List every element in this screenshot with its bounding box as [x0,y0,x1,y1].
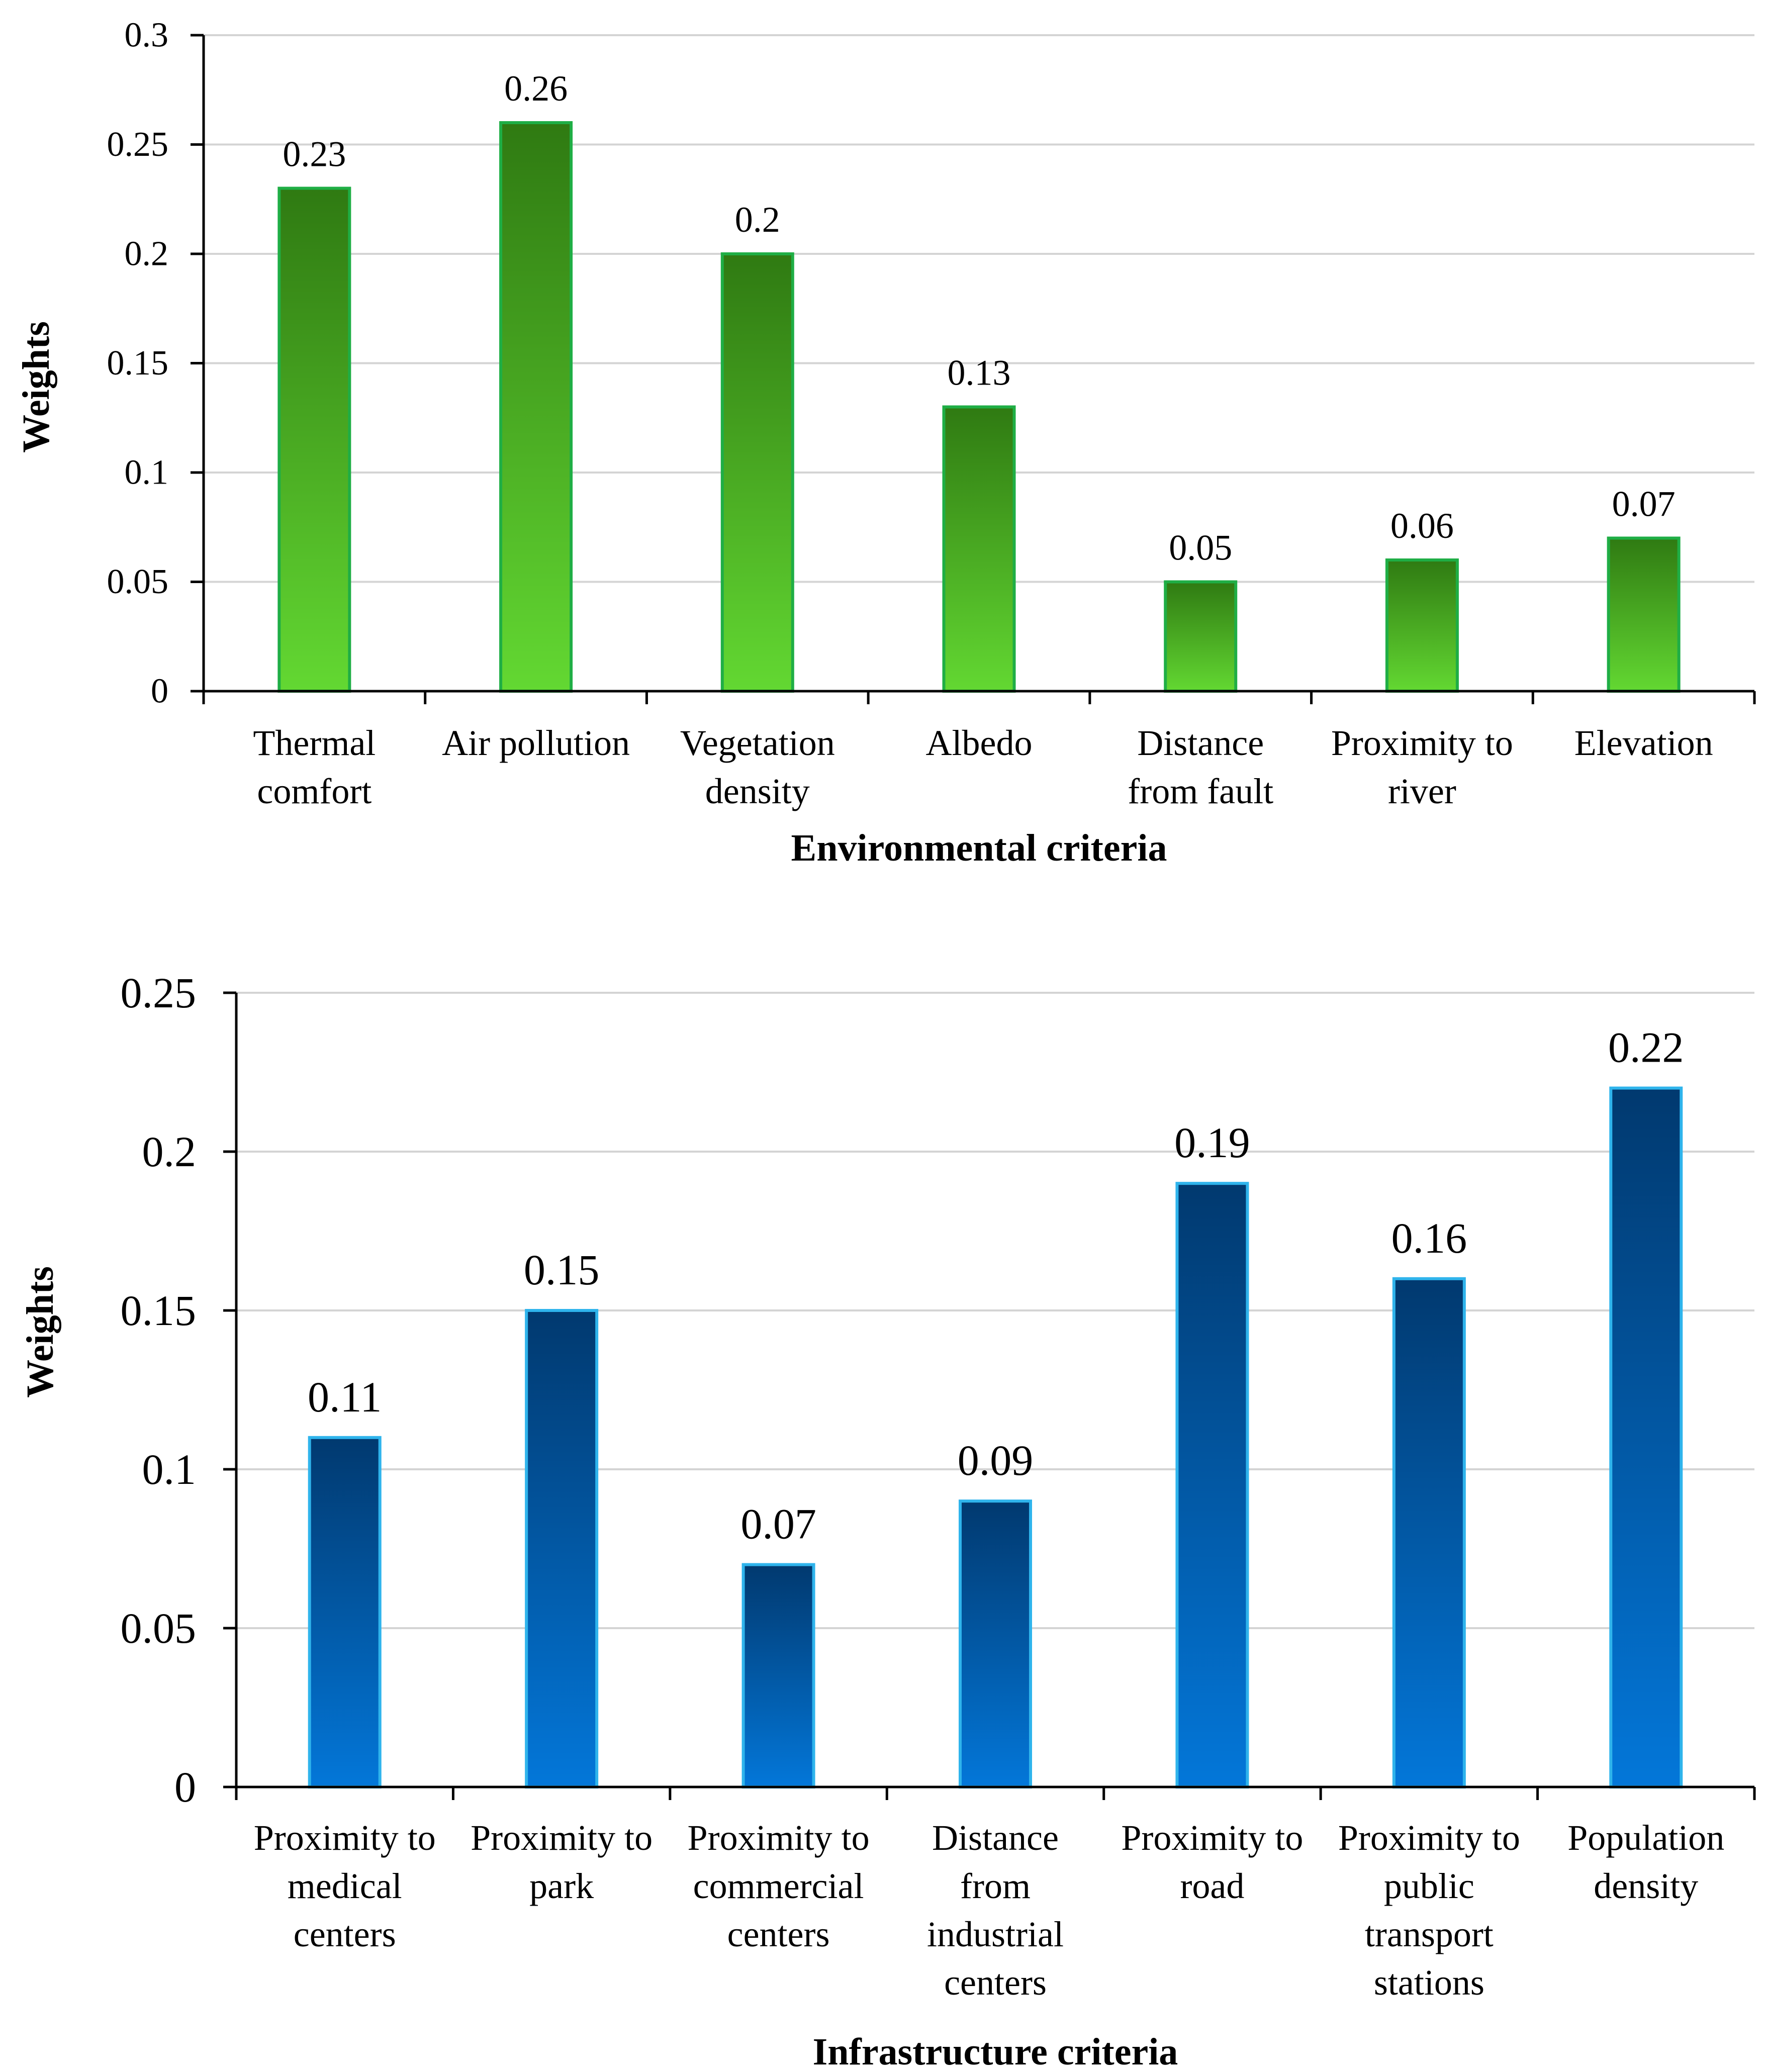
infra-bar [741,1563,815,1789]
infra-y-axis-title: Weights [19,1266,61,1398]
env-category-label: Vegetation density [680,723,835,811]
infra-y-tick-label: 0.05 [121,1604,197,1652]
env-bar [1164,580,1238,693]
infra-category-label-line: Proximity to [1121,1818,1303,1858]
infra-y-tick-label: 0.1 [142,1445,197,1493]
env-y-tick-label: 0.25 [107,125,169,164]
infra-x-axis-title: Infrastructure criteria [813,2031,1178,2069]
infra-category-label-line: Distance [932,1818,1059,1858]
infra-category-label-line: Proximity to [1338,1818,1520,1858]
infra-bar [308,1436,382,1789]
env-category-label-line: Distance [1137,723,1264,763]
infra-y-tick-label: 0.15 [121,1286,197,1335]
env-category-label: Thermal comfort [253,723,376,811]
infra-data-label: 0.11 [308,1373,382,1421]
env-category-label: Distance from fault [1128,723,1273,811]
env-category-label-line: Proximity to [1331,723,1513,763]
infra-category-label-line: centers [944,1962,1047,2003]
infra-category-label: Proximity to road [1121,1818,1303,1906]
infra-y-tick-label: 0.2 [142,1127,197,1176]
env-bar [1385,558,1459,693]
env-y-tick-label: 0.1 [125,453,169,492]
env-y-axis-title: Weights [15,321,57,453]
env-category-label-line: comfort [257,771,371,811]
infra-y-tick-label: 0 [174,1763,196,1811]
env-data-label: 0.06 [1390,506,1454,546]
infra-category-label-line: road [1180,1866,1244,1906]
env-category-label-line: density [705,771,810,811]
infra-data-label: 0.19 [1174,1118,1250,1167]
infra-category-label-line: medical [288,1866,402,1906]
infra-data-label: 0.07 [740,1500,816,1548]
env-bar [942,405,1016,693]
env-data-label: 0.23 [283,134,346,174]
infra-category-label: Proximity to medical centers [254,1818,436,1954]
infra-category-label-line: Proximity to [471,1818,653,1858]
infra-bar [1175,1182,1249,1788]
env-category-label-line: Thermal [253,723,376,763]
infra-category-label-line: transport [1365,1914,1494,1954]
infra-bar [1609,1086,1683,1789]
env-bar [277,186,351,693]
infra-category-label-line: public [1384,1866,1474,1906]
infra-data-label: 0.16 [1391,1214,1467,1262]
infra-bar [959,1499,1032,1788]
env-category-label: Albedo [926,723,1033,763]
infra-category-label: Distance from industrial centers [927,1818,1064,2003]
env-data-label: 0.07 [1612,484,1676,524]
environmental-chart: 0 0.05 0.1 0.15 0.2 0.25 0.3 0.23 Thermal comfort… [15,16,1756,869]
env-y-tick-label: 0.15 [107,344,169,383]
infra-bar [1392,1277,1466,1789]
infra-category-label-line: commercial [693,1866,864,1906]
env-data-label: 0.26 [504,68,568,109]
infra-category-label-line: centers [294,1914,396,1954]
env-y-tick-label: 0.3 [125,16,169,55]
env-category-label-line: Albedo [926,723,1033,763]
env-category-label: Proximity to river [1331,723,1513,811]
infra-y-tick-label: 0.25 [121,969,197,1017]
env-y-tick-label: 0.05 [107,562,169,601]
infra-category-label-line: Proximity to [254,1818,436,1858]
env-category-label-line: Elevation [1574,723,1713,763]
infra-category-label-line: industrial [927,1914,1064,1954]
env-data-label: 0.05 [1169,528,1232,568]
infra-category-label-line: density [1594,1866,1698,1906]
env-data-label: 0.13 [948,353,1011,393]
env-x-axis-title: Environmental criteria [791,827,1167,869]
infrastructure-chart: 0 0.05 0.1 0.15 0.2 0.25 0.11 Proximity to medic… [19,969,1756,2072]
infra-category-label-line: stations [1374,1962,1484,2003]
env-bar [499,121,573,693]
infra-data-label: 0.15 [524,1246,600,1294]
env-y-tick-label: 0.2 [125,235,169,273]
infra-category-label: Proximity to commercial centers [688,1818,870,1954]
env-y-tick-label: 0 [151,672,168,711]
infra-category-label: Population density [1567,1818,1724,1906]
infra-category-label-line: Proximity to [688,1818,870,1858]
infra-data-label: 0.22 [1608,1023,1684,1072]
env-data-label: 0.2 [735,200,780,240]
env-category-label-line: Vegetation [680,723,835,763]
infra-category-label-line: Population [1567,1818,1724,1858]
env-category-label: Air pollution [442,723,630,763]
infra-category-label: Proximity to park [471,1818,653,1906]
infra-bar [525,1309,599,1788]
env-bar [1607,536,1681,693]
env-category-label-line: Air pollution [442,723,630,763]
env-category-label-line: from fault [1128,771,1273,811]
env-category-label-line: river [1388,771,1456,811]
infra-category-label: Proximity to public transport stations [1338,1818,1520,2003]
infra-data-label: 0.09 [958,1436,1034,1484]
env-bar [720,252,794,693]
infra-category-label-line: from [960,1866,1031,1906]
infra-category-label-line: centers [727,1914,830,1954]
env-category-label: Elevation [1574,723,1713,763]
infra-category-label-line: park [529,1866,594,1906]
